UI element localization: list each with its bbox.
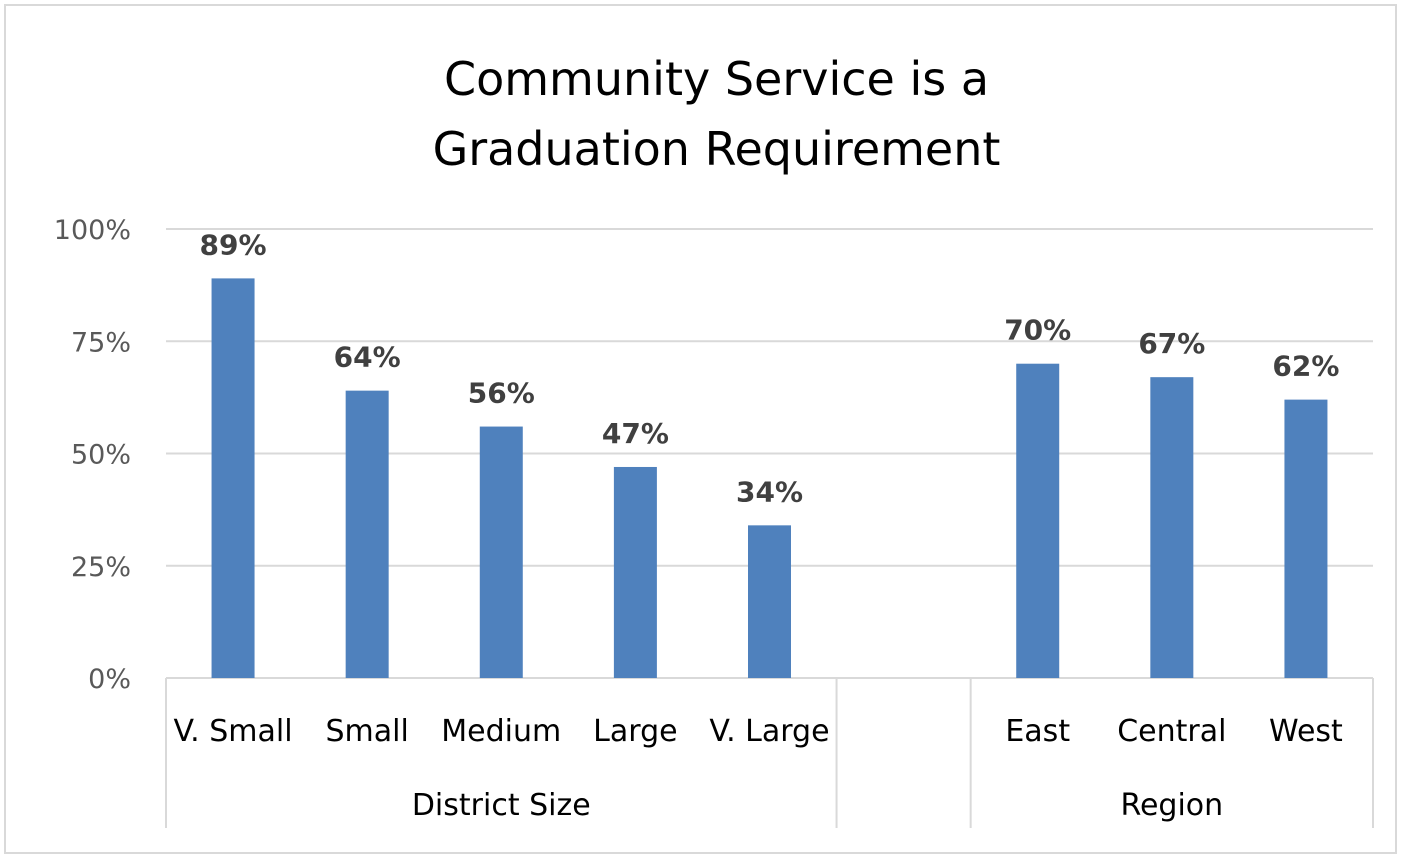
data-label: 89%: [200, 228, 267, 261]
chart-title-line-2: Graduation Requirement: [432, 122, 1001, 176]
x-category-label: V. Small: [174, 714, 293, 749]
x-group-label: District Size: [412, 788, 591, 823]
data-label: 34%: [736, 475, 803, 508]
y-tick-label: 50%: [71, 440, 131, 471]
y-tick-label: 75%: [71, 327, 131, 358]
chart-title: Community Service is a Graduation Requir…: [0, 44, 1405, 184]
x-category-label: Medium: [441, 714, 561, 749]
bar: [613, 466, 657, 678]
data-label: 67%: [1138, 327, 1205, 360]
bar: [345, 390, 389, 678]
y-tick-label: 0%: [88, 664, 131, 695]
x-group-label: Region: [1120, 788, 1223, 823]
x-category-label: Large: [593, 714, 677, 749]
data-label: 64%: [334, 341, 401, 374]
bar: [211, 278, 255, 678]
x-category-label: East: [1005, 714, 1070, 749]
x-category-label: West: [1269, 714, 1343, 749]
bar: [1016, 363, 1060, 678]
x-category-label: Central: [1117, 714, 1226, 749]
data-label: 56%: [468, 377, 535, 410]
bar: [748, 525, 791, 678]
bar: [479, 426, 523, 678]
bar: [1284, 399, 1328, 678]
y-tick-label: 100%: [54, 215, 131, 246]
x-category-label: V. Large: [709, 714, 829, 749]
data-label: 62%: [1272, 350, 1339, 383]
x-category-label: Small: [326, 714, 409, 749]
bar: [1150, 377, 1194, 678]
chart-title-line-1: Community Service is a: [443, 52, 990, 106]
data-label: 70%: [1004, 314, 1071, 347]
y-tick-label: 25%: [71, 552, 131, 583]
data-label: 47%: [602, 417, 669, 450]
